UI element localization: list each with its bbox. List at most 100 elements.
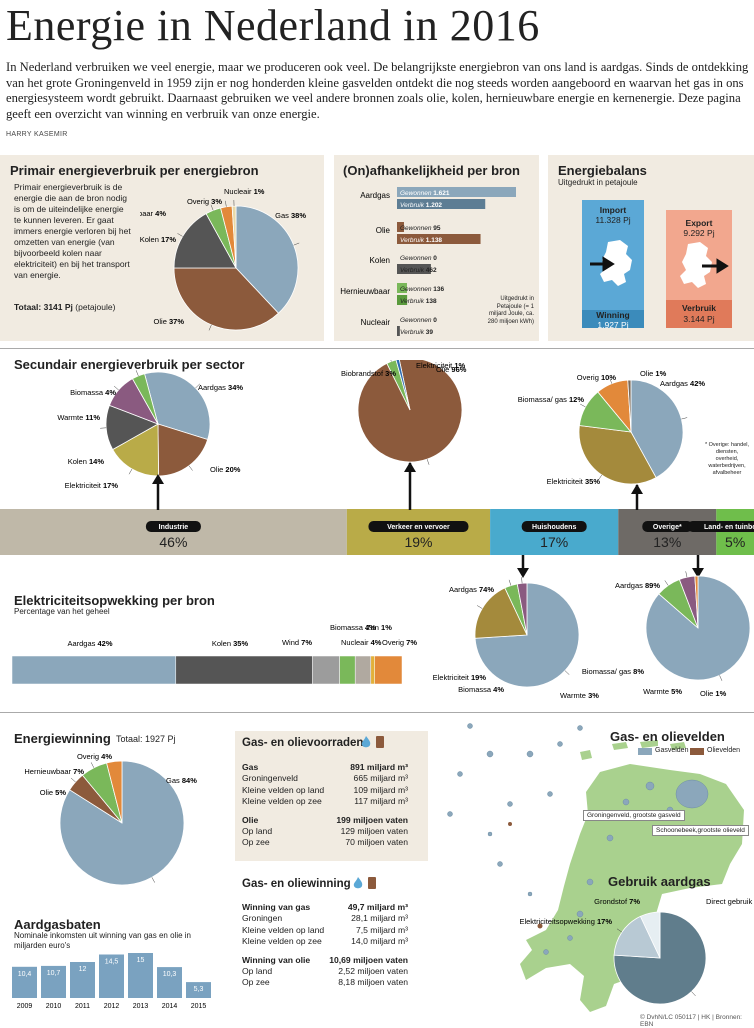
balans-subtitle: Uitgedrukt in petajoule [558,178,638,187]
series-label: Gewonnen 1.621 [400,190,450,197]
divider [0,712,754,713]
series-label: Verbruik 462 [400,267,437,274]
elek-label: Zon 1% [366,623,392,632]
pie-label: Aardgas 89% [615,581,660,590]
pie-label: Elektriciteit 19% [433,673,487,682]
row-value: 10,69 miljoen vaten [329,955,408,966]
row-value: 129 miljoen vaten [341,826,408,837]
leader-line [509,580,511,586]
import-label: Import [582,205,644,215]
primair-text: Primair energieverbruik is de energie di… [14,182,132,281]
pie-label: Elektriciteit 35% [547,477,601,486]
groningen-callout: Groningenveld, grootste gasveld [583,810,685,821]
pie-label: Elektriciteit 17% [65,481,119,490]
nl-map-icon-export [674,240,730,290]
baten-year: 2013 [133,1003,149,1010]
leader-line [580,404,585,407]
elek-label: Overig 7% [382,638,417,647]
leader-line [389,360,391,361]
secundair-footnote: * Overige: handel, diensten, overheid, w… [704,442,750,477]
row-label: Op land [242,966,272,977]
row-value: 8,18 miljoen vaten [338,977,408,988]
byline: HARRY KASEMIR [6,131,68,138]
row-value: 2,52 miljoen vaten [338,966,408,977]
leader-line [427,459,429,465]
series-label: Verbruik 1.138 [400,237,442,244]
row-label: Kleine velden op zee [242,936,322,947]
baten-year: 2015 [191,1003,207,1010]
sector-percent: 17% [540,534,568,550]
series-label: Verbruik 1.202 [400,202,442,209]
leader-line [225,201,226,207]
pie-label: Elektriciteitsopwekking 17% [520,917,612,926]
pie-label: Aardgas 42% [660,379,705,388]
series-label: Gewonnen 0 [400,255,437,262]
leader-line [189,466,193,471]
leader-line [686,571,687,577]
elek-segment [375,656,402,684]
leader-line [477,605,482,608]
export-label: Export [666,218,732,228]
sector-percent: 5% [725,534,745,550]
pie-label: Overig 10% [577,373,617,382]
baten-title: Aardgasbaten [14,917,101,932]
leader-line [136,370,138,376]
series-label: Gewonnen 0 [400,317,437,324]
elek-title: Elektriciteitsopwekking per bron [14,593,215,608]
row-value: 199 miljoen vaten [336,815,408,826]
row-value: 49,7 miljard m³ [348,902,408,913]
row-label: Kleine velden op land [242,925,324,936]
category-label: Aardgas [360,191,390,200]
export-value: 9.292 Pj [666,228,732,238]
pie-label: Biobrandstof 3% [341,369,396,378]
elek-segment [355,656,371,684]
pie-label: Biomassa 4% [458,685,504,694]
pie-label: Overig 4% [77,752,112,761]
legend-gas: Gasvelden [655,747,688,754]
row-label: Groningenveld [242,773,298,784]
pie-label: Direct gebruik 76% [706,897,754,906]
baten-value: 10,4 [18,971,32,978]
winning-pie: Gas 84%Olie 5%Hernieuwbaar 7%Overig 4% [0,745,230,905]
elek-label: Kolen 35% [212,639,249,648]
winning-title: Energiewinning [14,731,111,746]
primair-pie: Gas 38%Olie 37%Kolen 17%Hernieuwbaar 4%O… [140,180,324,340]
leader-line [617,929,622,932]
sector-percent: 46% [159,534,187,550]
pie-label: Warmte 5% [643,687,682,696]
baten-year: 2014 [162,1003,178,1010]
leader-line [691,992,695,996]
pie-label: Biomassa 4% [70,388,116,397]
pie-label: Olie 37% [154,317,185,326]
pie-label: Kolen 14% [68,457,105,466]
pie-label: Olie 5% [40,788,67,797]
row-value: 14,0 miljard m³ [351,936,408,947]
baten-year: 2010 [46,1003,62,1010]
category-label: Olie [376,226,391,235]
winning-label: Winning [582,310,644,320]
series-label: Gewonnen 95 [400,225,441,232]
elek-subtitle: Percentage van het geheel [14,607,110,616]
elek-segment [176,656,312,684]
elek-label: Aardgas 42% [67,639,112,648]
leader-line [71,778,76,782]
row-value: 117 miljard m³ [354,796,408,807]
series-label: Gewonnen 136 [400,286,444,293]
elek-segment [12,656,176,684]
sector-percent: 13% [653,534,681,550]
leader-line [209,325,211,331]
oliewinning-title: Gas- en oliewinning [242,878,351,890]
onafh-note: Uitgedrukt in Petajoule (= 1 miljard Jou… [486,296,534,326]
import-value: 11.328 Pj [582,215,644,225]
page-title: Energie in Nederland in 2016 [6,0,540,51]
baten-year: 2011 [75,1003,90,1010]
sector-name: Industrie [159,524,189,531]
